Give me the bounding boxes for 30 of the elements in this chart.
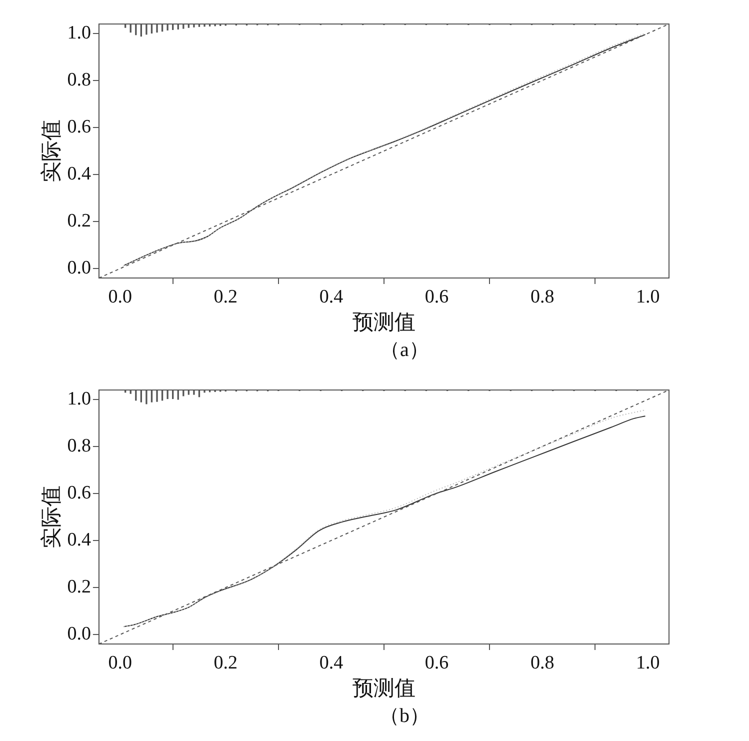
y-tick-label: 0.4 bbox=[67, 530, 92, 551]
x-tick-label: 0.2 bbox=[214, 286, 238, 308]
y-axis-title: 实际值 bbox=[39, 120, 64, 182]
text: （b） bbox=[378, 704, 430, 729]
y-tick-label: 0.6 bbox=[67, 116, 91, 138]
x-tick-label: 0.6 bbox=[424, 652, 449, 674]
x-tick-label: 1.0 bbox=[636, 652, 660, 674]
y-tick-label: 1.0 bbox=[67, 388, 91, 410]
y-tick-label: 0.0 bbox=[67, 258, 91, 279]
x-tick-label: 0.0 bbox=[108, 652, 132, 674]
x-tick-label: 0.8 bbox=[530, 286, 554, 308]
x-axis-title: 预测值 bbox=[352, 310, 416, 334]
y-tick-label: 1.0 bbox=[67, 22, 91, 44]
x-tick-label: 0.4 bbox=[319, 286, 344, 308]
x-tick-label: 0.0 bbox=[108, 286, 132, 308]
y-tick-label: 0.8 bbox=[67, 435, 91, 456]
x-tick-label: 0.6 bbox=[424, 286, 449, 308]
y-tick-label: 0.4 bbox=[67, 164, 92, 185]
x-tick-label: 0.2 bbox=[214, 652, 238, 674]
text: （a） bbox=[379, 338, 430, 363]
y-tick-label: 0.2 bbox=[67, 210, 91, 232]
x-tick-label: 0.8 bbox=[530, 652, 554, 674]
y-tick-label: 0.8 bbox=[67, 69, 91, 90]
y-tick-label: 0.2 bbox=[67, 576, 91, 598]
y-axis-title: 实际值 bbox=[39, 486, 64, 548]
x-tick-label: 0.4 bbox=[319, 652, 344, 674]
y-tick-label: 0.6 bbox=[67, 482, 91, 504]
x-axis-title: 预测值 bbox=[352, 676, 416, 700]
x-tick-label: 1.0 bbox=[636, 286, 660, 308]
y-tick-label: 0.0 bbox=[67, 624, 91, 645]
